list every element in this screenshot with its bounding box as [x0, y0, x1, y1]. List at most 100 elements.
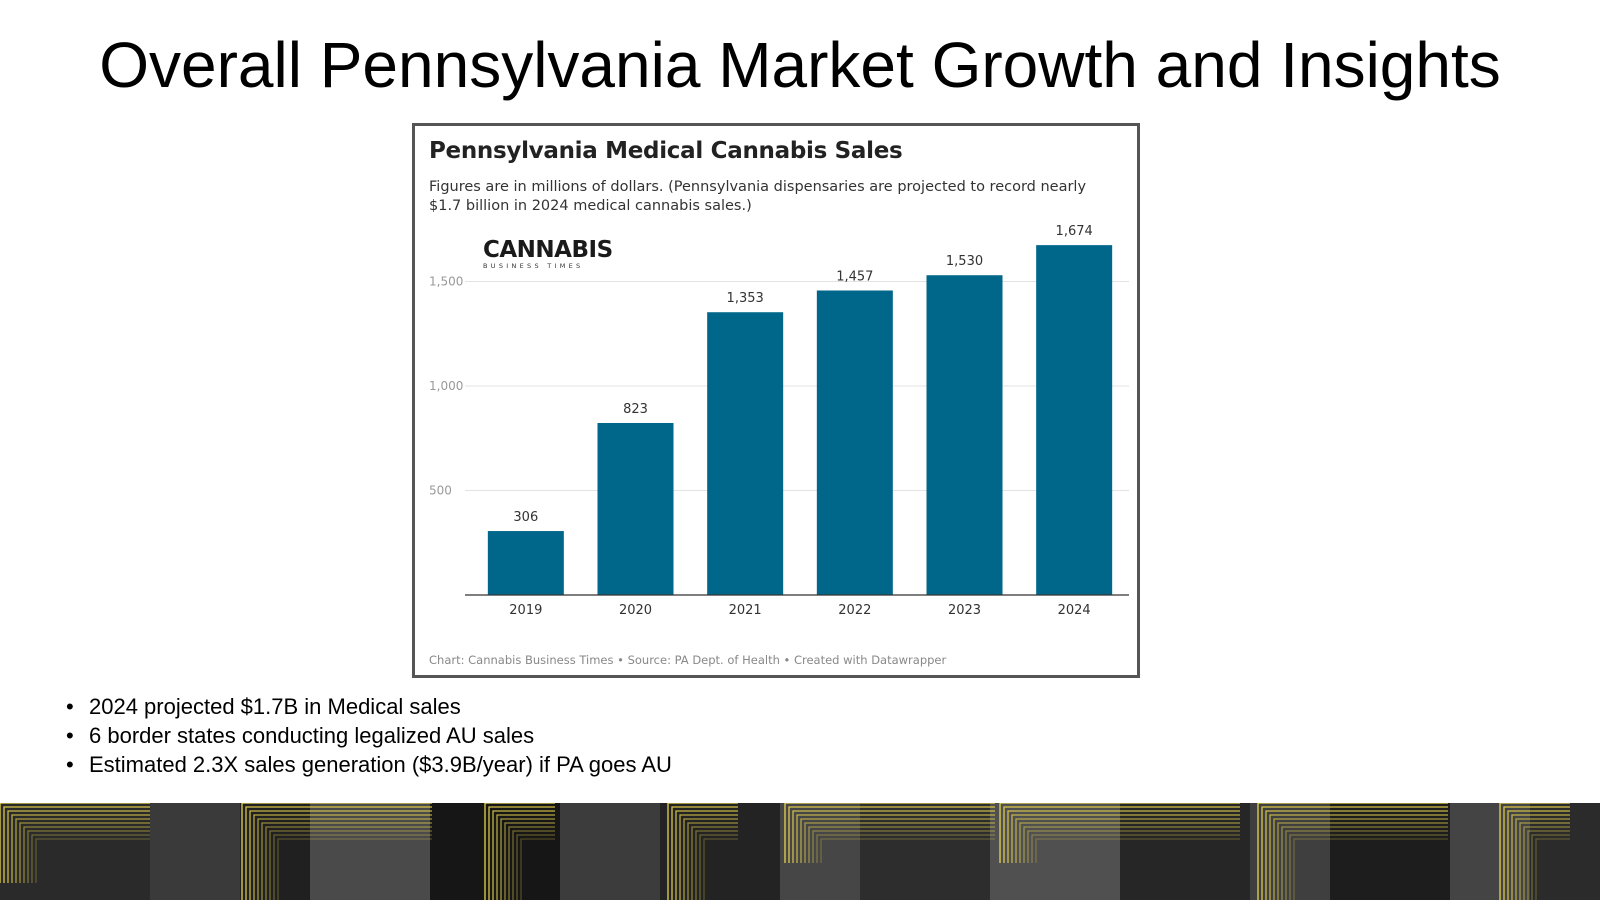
footer-stripe	[1273, 818, 1448, 900]
footer-stripe	[703, 838, 738, 900]
bar-value-label: 1,457	[836, 269, 873, 284]
footer-stripe	[796, 814, 995, 863]
footer-stripe	[508, 826, 555, 900]
footer-stripe	[269, 830, 432, 900]
footer-stripe	[1289, 834, 1448, 900]
footer-stripe	[695, 830, 738, 900]
x-tick-label: 2024	[1058, 603, 1091, 618]
footer-stripe	[820, 838, 995, 863]
chart-title: Pennsylvania Medical Cannabis Sales	[429, 138, 903, 164]
decorative-footer-band	[0, 803, 1600, 900]
bar	[597, 422, 674, 595]
footer-pattern	[0, 803, 1600, 900]
footer-stripe	[504, 822, 555, 900]
footer-stripe	[667, 803, 738, 900]
bar-value-label: 306	[513, 510, 538, 525]
bullet-list: 2024 projected $1.7B in Medical sales 6 …	[66, 692, 672, 779]
footer-block	[660, 803, 780, 900]
footer-stripe	[1019, 822, 1240, 863]
footer-block	[990, 803, 1120, 900]
footer-stripe	[484, 803, 555, 900]
bar-chart: 500 1,000 1,500 306 2019 823 2020 1,353 2021 1,45…	[429, 224, 1129, 618]
footer-stripe	[679, 814, 738, 900]
footer-stripe	[808, 826, 995, 863]
y-tick-label: 500	[429, 484, 452, 498]
footer-stripe	[1531, 834, 1570, 900]
footer-stripe	[1265, 810, 1448, 900]
y-tick-label: 1,000	[429, 379, 463, 393]
footer-stripe	[492, 810, 555, 900]
footer-block	[860, 803, 990, 900]
bar	[487, 531, 564, 595]
footer-stripe	[512, 830, 555, 900]
footer-block	[150, 803, 240, 900]
footer-stripe	[1523, 826, 1570, 900]
logo-main-text: CANNABIS	[483, 237, 613, 263]
footer-stripe	[1277, 822, 1448, 900]
footer-stripe	[1007, 810, 1240, 863]
footer-stripe	[31, 834, 150, 883]
bar	[707, 312, 784, 595]
footer-stripe	[1027, 830, 1240, 863]
footer-block	[0, 803, 150, 900]
footer-stripe	[675, 810, 738, 900]
footer-stripe	[1519, 822, 1570, 900]
footer-stripe	[1293, 838, 1448, 900]
footer-stripe	[1503, 806, 1570, 900]
chart-source: Chart: Cannabis Business Times • Source:…	[429, 653, 947, 667]
chart-frame: Pennsylvania Medical Cannabis Sales Figu…	[412, 123, 1140, 678]
footer-stripe	[277, 838, 432, 900]
footer-stripe	[245, 806, 432, 900]
bar-value-label: 1,530	[946, 254, 983, 269]
footer-stripe	[11, 814, 150, 883]
footer-stripe	[800, 818, 995, 863]
footer-block	[1530, 803, 1600, 900]
footer-stripe	[1003, 806, 1240, 863]
footer-stripe	[1257, 803, 1448, 900]
footer-stripe	[7, 810, 150, 883]
footer-stripe	[1031, 834, 1240, 863]
bar	[1036, 245, 1113, 595]
footer-stripe	[516, 834, 555, 900]
footer-stripe	[19, 822, 150, 883]
bullet-item: 6 border states conducting legalized AU …	[66, 721, 672, 750]
x-tick-label: 2019	[509, 603, 542, 618]
footer-stripe	[15, 818, 150, 883]
footer-stripe	[253, 814, 432, 900]
footer-stripe	[488, 806, 555, 900]
footer-stripe	[520, 838, 555, 900]
footer-stripe	[792, 810, 995, 863]
footer-stripe	[265, 826, 432, 900]
footer-stripe	[691, 826, 738, 900]
footer-stripe	[3, 806, 150, 883]
x-tick-label: 2022	[838, 603, 871, 618]
bar	[926, 275, 1003, 595]
footer-block	[310, 803, 430, 900]
slide-title: Overall Pennsylvania Market Growth and I…	[99, 29, 1501, 101]
x-tick-label: 2020	[619, 603, 652, 618]
bar	[816, 290, 893, 595]
footer-block	[780, 803, 860, 900]
footer-stripe	[1535, 838, 1570, 900]
footer-block	[1330, 803, 1450, 900]
footer-stripe	[1515, 818, 1570, 900]
footer-block	[430, 803, 560, 900]
footer-stripe	[241, 803, 432, 900]
footer-stripe	[1285, 830, 1448, 900]
x-tick-label: 2021	[729, 603, 762, 618]
footer-stripe	[1281, 826, 1448, 900]
bullet-item: 2024 projected $1.7B in Medical sales	[66, 692, 672, 721]
footer-stripe	[35, 838, 150, 883]
footer-stripe	[1023, 826, 1240, 863]
logo-sub-text: BUSINESS TIMES	[483, 262, 584, 270]
footer-stripe	[500, 818, 555, 900]
footer-stripe	[671, 806, 738, 900]
chart-subtitle: Figures are in millions of dollars. (Pen…	[429, 179, 1087, 214]
footer-block	[1450, 803, 1530, 900]
footer-stripe	[27, 830, 150, 883]
footer-block	[1120, 803, 1250, 900]
footer-stripe	[496, 814, 555, 900]
footer-stripe	[683, 818, 738, 900]
footer-stripe	[1507, 810, 1570, 900]
footer-stripe	[687, 822, 738, 900]
